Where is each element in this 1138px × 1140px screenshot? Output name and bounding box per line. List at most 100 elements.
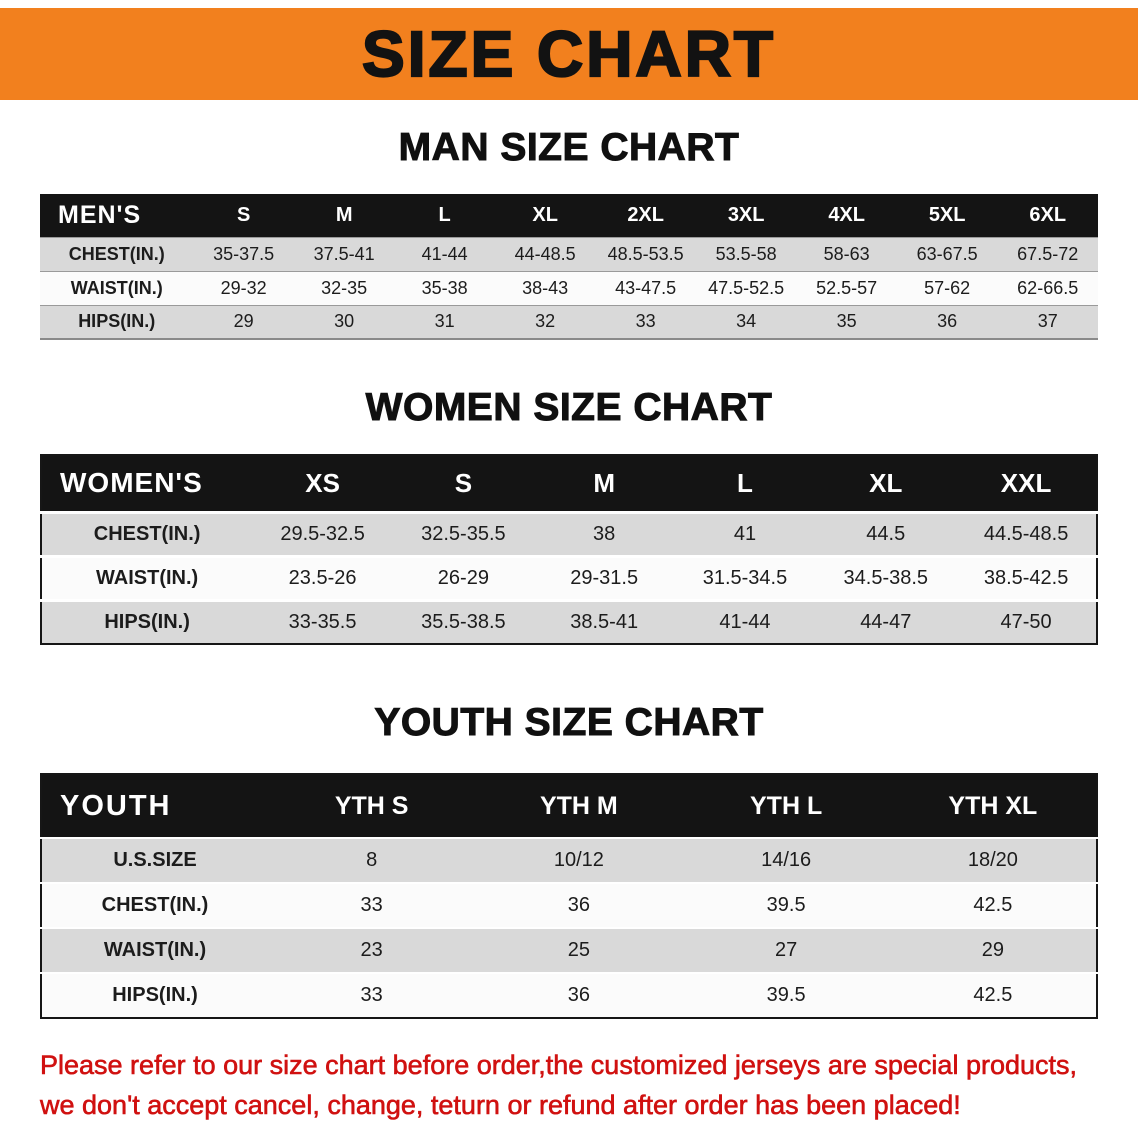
- women-size-header-s: S: [392, 455, 534, 512]
- men-value-cell: 57-62: [896, 270, 998, 305]
- women-row-waist-in: WAIST(IN.) 23.5-26 26-29 29-31.5 31.5-34.5 34…: [41, 554, 1097, 600]
- women-value-cell: 41: [674, 510, 816, 556]
- youth-size-table: YOUTH YTH S YTH M YTH L YTH XL U.S.SIZE 8 10/12…: [40, 773, 1098, 1019]
- men-value-cell: 37.5-41: [293, 236, 395, 271]
- youth-size-header-yth-s: YTH S: [268, 774, 476, 838]
- men-size-header-l: L: [394, 194, 495, 237]
- men-value-cell: 37: [997, 304, 1098, 339]
- women-size-table: WOMEN'S XS S M L XL XXL CHEST(IN.) 29.5-32.5 32.5…: [40, 454, 1098, 645]
- youth-value-cell: 18/20: [889, 837, 1097, 883]
- notice-line-2: we don't accept cancel, change, teturn o…: [40, 1090, 961, 1121]
- banner: SIZE CHART: [0, 8, 1138, 100]
- men-value-cell: 43-47.5: [595, 270, 696, 305]
- men-value-cell: 63-67.5: [896, 236, 998, 271]
- youth-table-title: YOUTH: [41, 774, 269, 838]
- men-value-cell: 34: [695, 304, 797, 339]
- men-row-label-chest-in: CHEST(IN.): [40, 236, 194, 271]
- men-size-header-4xl: 4XL: [796, 194, 897, 237]
- youth-value-cell: 27: [682, 927, 890, 973]
- men-value-cell: 48.5-53.5: [595, 236, 696, 271]
- women-value-cell: 34.5-38.5: [815, 554, 957, 600]
- page-title: SIZE CHART: [361, 18, 776, 90]
- men-value-cell: 35-37.5: [193, 236, 294, 271]
- women-value-cell: 29.5-32.5: [252, 510, 393, 556]
- women-value-cell: 44.5: [815, 510, 957, 556]
- men-header-row: MEN'S S M L XL 2XL 3XL 4XL 5XL 6XL: [40, 194, 1098, 237]
- men-row-waist-in: WAIST(IN.) 29-32 32-35 35-38 38-43 43-47.5 47.…: [40, 270, 1098, 305]
- men-value-cell: 29-32: [193, 270, 294, 305]
- men-value-cell: 35-38: [394, 270, 495, 305]
- youth-row-label-u-s-size: U.S.SIZE: [41, 837, 269, 883]
- youth-row-hips-in: HIPS(IN.) 33 36 39.5 42.5: [41, 972, 1097, 1018]
- women-value-cell: 29-31.5: [533, 554, 675, 600]
- women-size-header-xl: XL: [815, 455, 957, 512]
- size-chart-page: SIZE CHART MAN SIZE CHART MEN'S S M L XL 2XL 3X…: [0, 8, 1138, 1125]
- youth-row-label-waist-in: WAIST(IN.): [41, 927, 269, 973]
- youth-size-header-yth-m: YTH M: [475, 774, 683, 838]
- youth-row-label-hips-in: HIPS(IN.): [41, 972, 269, 1018]
- women-value-cell: 38.5-42.5: [956, 554, 1097, 600]
- women-value-cell: 38: [533, 510, 675, 556]
- youth-size-header-yth-xl: YTH XL: [889, 774, 1097, 838]
- men-value-cell: 44-48.5: [494, 236, 596, 271]
- women-value-cell: 47-50: [956, 598, 1097, 644]
- women-row-label-waist-in: WAIST(IN.): [41, 554, 253, 600]
- men-table-title: MEN'S: [40, 194, 194, 237]
- men-value-cell: 32-35: [293, 270, 395, 305]
- men-value-cell: 58-63: [796, 236, 897, 271]
- youth-value-cell: 36: [475, 882, 683, 928]
- youth-value-cell: 14/16: [682, 837, 890, 883]
- men-size-header-xl: XL: [494, 194, 596, 237]
- men-size-header-s: S: [193, 194, 294, 237]
- youth-row-chest-in: CHEST(IN.) 33 36 39.5 42.5: [41, 882, 1097, 928]
- men-value-cell: 53.5-58: [695, 236, 797, 271]
- men-value-cell: 36: [896, 304, 998, 339]
- men-size-table: MEN'S S M L XL 2XL 3XL 4XL 5XL 6XL CHEST(IN.) 35-37…: [40, 194, 1098, 340]
- men-row-hips-in: HIPS(IN.) 29 30 31 32 33 34 35 36 37: [40, 304, 1098, 339]
- footer-notice: Please refer to our size chart before or…: [40, 1045, 1138, 1125]
- men-value-cell: 33: [595, 304, 696, 339]
- youth-size-header-yth-l: YTH L: [682, 774, 890, 838]
- women-size-section: WOMEN SIZE CHART WOMEN'S XS S M L XL XXL CHEST(I…: [0, 386, 1138, 645]
- youth-row-label-chest-in: CHEST(IN.): [41, 882, 269, 928]
- women-size-header-xs: XS: [252, 455, 393, 512]
- men-value-cell: 35: [796, 304, 897, 339]
- men-size-section: MAN SIZE CHART MEN'S S M L XL 2XL 3XL 4XL 5XL 6XL C…: [0, 126, 1138, 340]
- youth-value-cell: 25: [475, 927, 683, 973]
- women-section-heading: WOMEN SIZE CHART: [365, 386, 773, 430]
- youth-section-heading: YOUTH SIZE CHART: [374, 701, 764, 745]
- men-value-cell: 38-43: [494, 270, 596, 305]
- women-value-cell: 31.5-34.5: [674, 554, 816, 600]
- women-value-cell: 23.5-26: [252, 554, 393, 600]
- men-value-cell: 62-66.5: [997, 270, 1098, 305]
- women-value-cell: 33-35.5: [252, 598, 393, 644]
- men-size-header-5xl: 5XL: [896, 194, 998, 237]
- youth-value-cell: 29: [889, 927, 1097, 973]
- youth-row-u-s-size: U.S.SIZE 8 10/12 14/16 18/20: [41, 837, 1097, 883]
- youth-row-waist-in: WAIST(IN.) 23 25 27 29: [41, 927, 1097, 973]
- men-section-heading: MAN SIZE CHART: [398, 126, 740, 170]
- youth-value-cell: 8: [268, 837, 476, 883]
- men-size-header-2xl: 2XL: [595, 194, 696, 237]
- men-value-cell: 41-44: [394, 236, 495, 271]
- men-row-label-hips-in: HIPS(IN.): [40, 304, 194, 339]
- youth-value-cell: 33: [268, 882, 476, 928]
- men-size-header-3xl: 3XL: [695, 194, 797, 237]
- women-row-label-hips-in: HIPS(IN.): [41, 598, 253, 644]
- women-value-cell: 41-44: [674, 598, 816, 644]
- women-header-row: WOMEN'S XS S M L XL XXL: [41, 455, 1097, 512]
- youth-value-cell: 33: [268, 972, 476, 1018]
- women-row-chest-in: CHEST(IN.) 29.5-32.5 32.5-35.5 38 41 44.5 44.5…: [41, 510, 1097, 556]
- women-size-header-l: L: [674, 455, 816, 512]
- youth-size-section: YOUTH SIZE CHART YOUTH YTH S YTH M YTH L YTH …: [0, 701, 1138, 1019]
- men-size-header-6xl: 6XL: [997, 194, 1098, 237]
- women-value-cell: 44.5-48.5: [956, 510, 1097, 556]
- youth-value-cell: 23: [268, 927, 476, 973]
- women-row-label-chest-in: CHEST(IN.): [41, 510, 253, 556]
- women-value-cell: 38.5-41: [533, 598, 675, 644]
- men-row-chest-in: CHEST(IN.) 35-37.5 37.5-41 41-44 44-48.5 48.5…: [40, 236, 1098, 271]
- youth-header-row: YOUTH YTH S YTH M YTH L YTH XL: [41, 774, 1097, 838]
- men-value-cell: 32: [494, 304, 596, 339]
- men-row-label-waist-in: WAIST(IN.): [40, 270, 194, 305]
- youth-value-cell: 36: [475, 972, 683, 1018]
